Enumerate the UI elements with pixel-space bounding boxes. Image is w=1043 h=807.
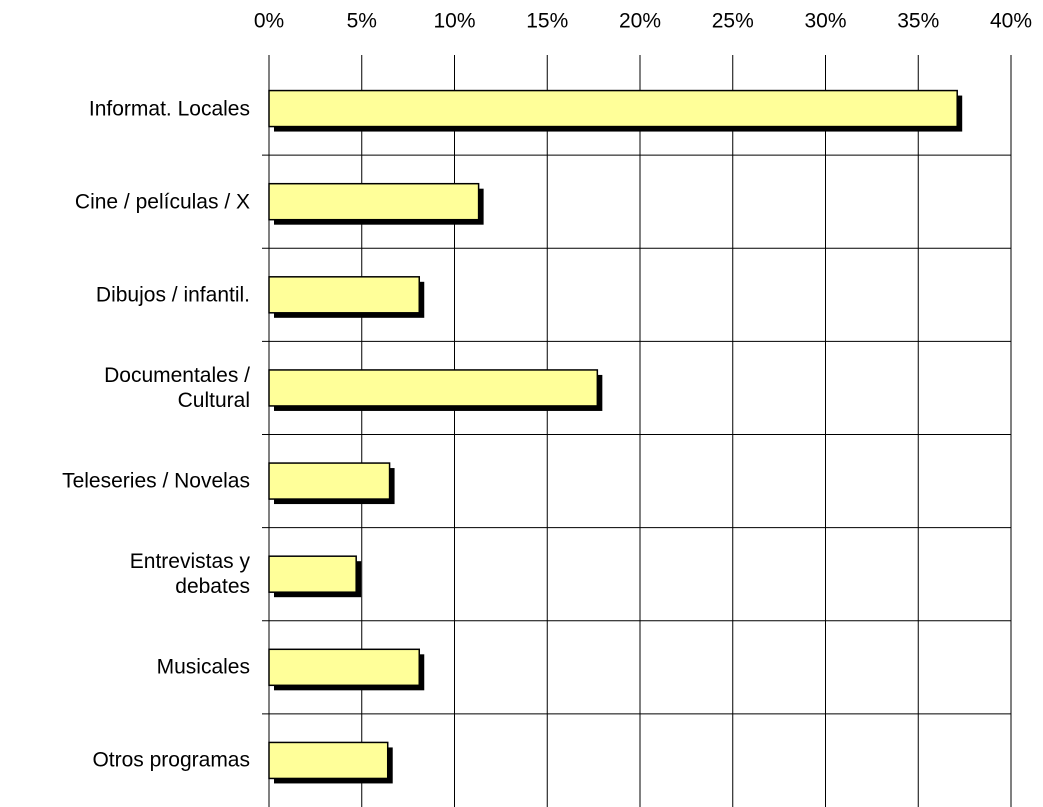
y-tick-label: Dibujos / infantil. [95, 283, 250, 307]
bar [268, 741, 389, 780]
bar [268, 462, 391, 500]
y-tick-label: Musicales [156, 655, 250, 679]
x-tick-label: 20% [619, 10, 661, 33]
x-tick-label: 15% [526, 10, 568, 33]
x-tick-label: 25% [712, 10, 754, 33]
y-tick-label: Otros programas [92, 748, 250, 772]
bar [268, 89, 958, 128]
bar [268, 182, 480, 221]
bar [268, 276, 421, 314]
bar [268, 555, 357, 593]
x-tick-label: 35% [897, 10, 939, 33]
x-tick-label: 30% [804, 10, 846, 33]
x-tick-label: 40% [990, 10, 1032, 33]
bar [268, 648, 421, 687]
y-tick-label: Cine / películas / X [74, 190, 250, 214]
bar [268, 369, 599, 407]
x-tick-label: 10% [433, 10, 475, 33]
y-tick-label: Entrevistas y debates [129, 550, 250, 599]
y-tick-label: Teleseries / Novelas [62, 469, 250, 493]
x-tick-label: 0% [254, 10, 284, 33]
y-tick-label: Informat. Locales [88, 97, 250, 121]
x-tick-label: 5% [347, 10, 377, 33]
y-tick-label: Documentales / Cultural [104, 363, 250, 412]
